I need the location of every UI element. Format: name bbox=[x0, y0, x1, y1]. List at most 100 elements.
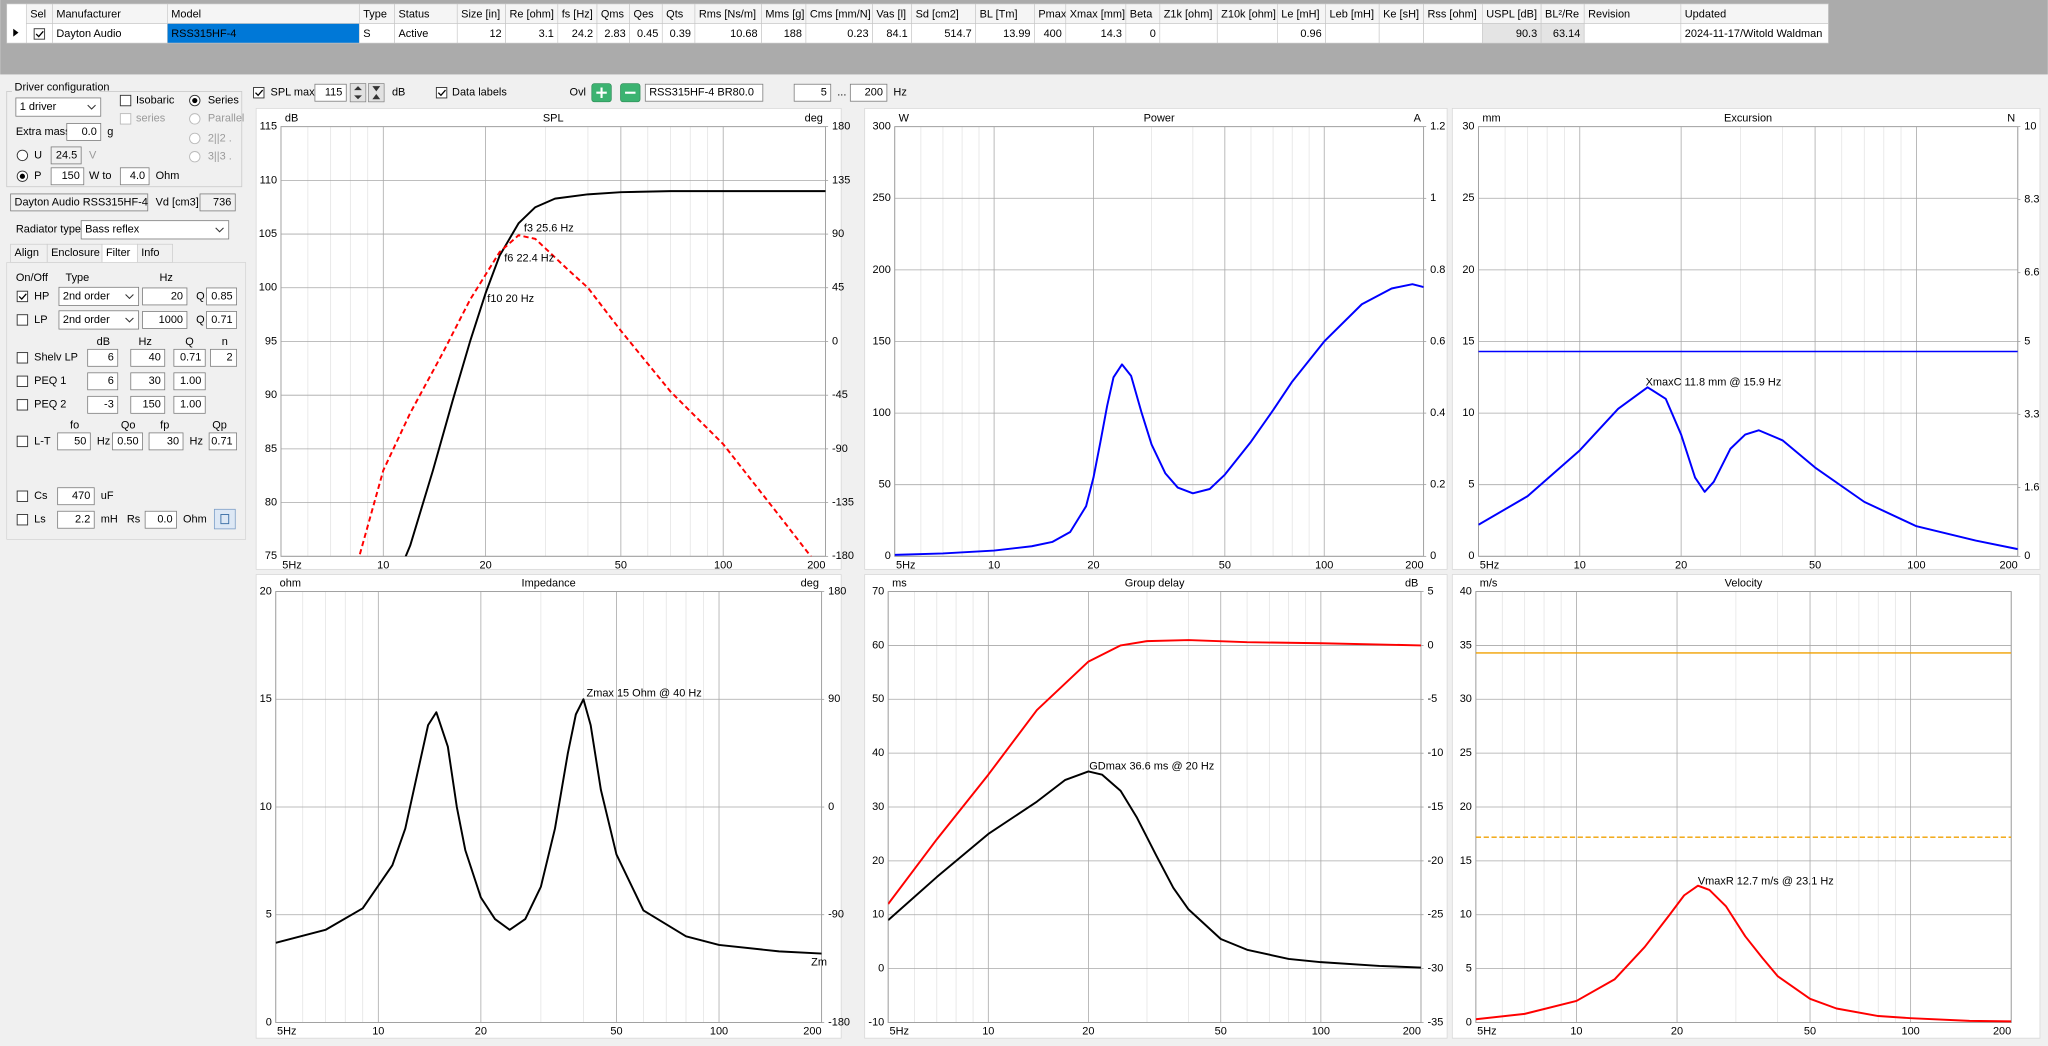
text-input[interactable] bbox=[50, 167, 85, 186]
radio-button[interactable] bbox=[16, 149, 29, 162]
y2-axis-unit: A bbox=[1414, 113, 1422, 125]
plot-frame bbox=[894, 126, 1425, 557]
text-input[interactable] bbox=[66, 123, 102, 141]
data-label: f3 25.6 Hz bbox=[524, 222, 574, 234]
checkbox[interactable] bbox=[16, 514, 29, 526]
text-input[interactable] bbox=[10, 193, 149, 212]
text-input[interactable] bbox=[173, 372, 206, 391]
expand-button[interactable] bbox=[368, 83, 385, 103]
text-input[interactable] bbox=[210, 348, 237, 367]
text-input[interactable] bbox=[314, 83, 347, 102]
table-cell-text: 400 bbox=[1044, 28, 1062, 40]
text-input[interactable] bbox=[644, 83, 764, 102]
table-cell-text: 13.99 bbox=[1003, 28, 1030, 40]
y-tick-label: 0 bbox=[878, 963, 884, 975]
x-tick-label: 50 bbox=[1804, 1026, 1816, 1038]
dropdown[interactable] bbox=[80, 220, 230, 240]
label: Ohm bbox=[183, 514, 207, 526]
text-input[interactable] bbox=[50, 146, 82, 165]
table-cell[interactable] bbox=[1680, 23, 1829, 44]
copy-button[interactable] bbox=[213, 508, 236, 530]
column-header-text: Type bbox=[65, 272, 89, 284]
y2-tick-label: -5 bbox=[1428, 693, 1438, 705]
text-input[interactable] bbox=[119, 167, 150, 186]
text-input[interactable] bbox=[57, 510, 95, 529]
text-input[interactable] bbox=[793, 83, 832, 102]
radio-button[interactable] bbox=[189, 151, 201, 163]
text-input[interactable] bbox=[112, 432, 143, 451]
text-input[interactable] bbox=[206, 287, 237, 306]
checkbox[interactable] bbox=[119, 94, 132, 107]
x-tick-label: 20 bbox=[475, 1026, 487, 1038]
checkbox[interactable] bbox=[16, 352, 29, 364]
checkbox[interactable] bbox=[16, 435, 29, 448]
text-input[interactable] bbox=[206, 311, 237, 329]
y-tick-label: 100 bbox=[259, 282, 277, 294]
check-mark bbox=[18, 293, 27, 300]
table-cell[interactable] bbox=[1159, 23, 1218, 44]
input-value: 20 bbox=[171, 290, 183, 302]
table-cell[interactable] bbox=[1423, 23, 1483, 44]
label: uF bbox=[101, 490, 114, 502]
dropdown[interactable] bbox=[15, 97, 102, 117]
text-input[interactable] bbox=[130, 348, 166, 367]
table-cell[interactable] bbox=[1583, 23, 1682, 44]
y2-tick-label: 0.2 bbox=[1430, 479, 1445, 491]
table-cell-text: 0.96 bbox=[1300, 28, 1321, 40]
text-input[interactable] bbox=[148, 432, 184, 451]
checkbox[interactable] bbox=[435, 87, 448, 99]
radio-button[interactable] bbox=[189, 113, 201, 125]
text-input[interactable] bbox=[87, 372, 119, 391]
text-input[interactable] bbox=[199, 193, 236, 212]
table-cell[interactable] bbox=[1216, 23, 1278, 44]
checkbox[interactable] bbox=[253, 87, 265, 99]
text-input[interactable] bbox=[849, 83, 888, 102]
text-input[interactable] bbox=[87, 395, 119, 414]
text-input[interactable] bbox=[130, 395, 166, 414]
text-input[interactable] bbox=[208, 432, 237, 451]
x-tick-label: 5Hz bbox=[282, 559, 301, 571]
checkbox[interactable] bbox=[16, 399, 29, 411]
checkbox[interactable] bbox=[119, 113, 132, 125]
chart-panel bbox=[864, 107, 1448, 570]
dropdown[interactable] bbox=[58, 286, 140, 306]
column-header-text: Cms [mm/N] bbox=[810, 8, 871, 20]
text-input[interactable] bbox=[87, 348, 119, 367]
data-line bbox=[894, 283, 1424, 556]
label: Shelv LP bbox=[34, 352, 78, 364]
text-input[interactable] bbox=[130, 372, 166, 391]
plot-layer bbox=[358, 190, 826, 557]
text-input[interactable] bbox=[57, 432, 91, 451]
label: g bbox=[107, 126, 113, 138]
text-input[interactable] bbox=[173, 348, 206, 367]
y-tick-label: 250 bbox=[873, 192, 891, 204]
checkbox[interactable] bbox=[16, 490, 29, 502]
y2-tick-label: 8.3 bbox=[2024, 194, 2039, 206]
checkbox[interactable] bbox=[16, 375, 29, 387]
text-input[interactable] bbox=[57, 487, 95, 506]
row-header bbox=[6, 3, 27, 44]
y2-tick-label: 0 bbox=[832, 335, 838, 347]
text-input[interactable] bbox=[173, 395, 206, 414]
spin-button[interactable] bbox=[349, 83, 367, 103]
x-tick-label: 200 bbox=[807, 559, 825, 571]
chart-panel bbox=[255, 107, 842, 570]
column-header-text: Beta bbox=[1130, 8, 1153, 20]
y2-axis-unit: N bbox=[2007, 113, 2015, 125]
dropdown[interactable] bbox=[58, 310, 140, 330]
x-tick-label: 20 bbox=[1082, 1026, 1094, 1038]
input-value: 736 bbox=[213, 196, 231, 208]
column-header-text: n bbox=[222, 336, 228, 348]
table-cell[interactable] bbox=[1325, 23, 1380, 44]
radio-button[interactable] bbox=[189, 132, 201, 145]
table-cell[interactable] bbox=[1378, 23, 1424, 44]
y-tick-label: 10 bbox=[1462, 407, 1474, 419]
checkbox[interactable] bbox=[33, 28, 46, 40]
text-input[interactable] bbox=[142, 311, 188, 329]
checkbox[interactable] bbox=[16, 314, 29, 326]
tab-label: Filter bbox=[106, 247, 131, 259]
text-input[interactable] bbox=[142, 287, 188, 306]
checkbox[interactable] bbox=[16, 290, 29, 303]
text-input[interactable] bbox=[144, 510, 177, 529]
dropdown-arrow bbox=[215, 227, 224, 233]
